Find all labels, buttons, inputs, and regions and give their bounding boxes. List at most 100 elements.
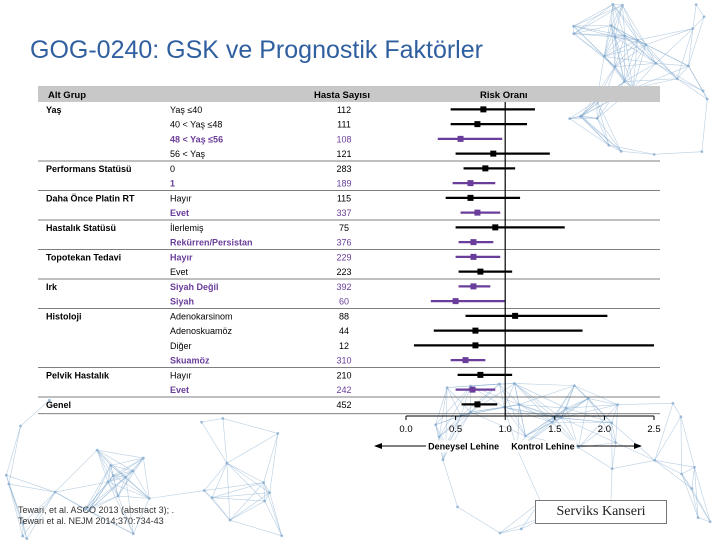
hr-point: [474, 121, 481, 128]
network-line: [96, 449, 119, 497]
network-line: [117, 495, 134, 534]
network-line: [672, 403, 682, 417]
hr-point: [470, 253, 477, 260]
network-node: [441, 458, 445, 462]
network-line: [604, 56, 656, 64]
network-line: [612, 4, 638, 41]
network-line: [504, 407, 526, 437]
network-node: [83, 507, 87, 511]
network-line: [611, 442, 616, 469]
network-node: [694, 3, 698, 7]
network-line: [112, 475, 150, 499]
network-line: [201, 421, 228, 464]
hr-point: [457, 135, 464, 142]
network-line: [499, 501, 541, 534]
network-node: [621, 3, 624, 7]
network-line: [596, 100, 610, 146]
x-axis-left-label: Deneysel Lehine: [428, 442, 499, 452]
network-line: [578, 422, 612, 448]
network-line: [97, 449, 144, 459]
network-node: [262, 481, 266, 484]
network-line: [573, 33, 625, 37]
count-value: 283: [336, 164, 351, 174]
network-line: [603, 56, 625, 82]
network-line: [517, 449, 541, 502]
network-line: [655, 28, 694, 64]
network-line: [596, 100, 622, 152]
network-line: [204, 482, 264, 491]
network-node: [498, 531, 502, 535]
network-line: [201, 418, 223, 423]
subgroup-label: Hayır: [170, 370, 192, 380]
network-line: [107, 465, 112, 483]
subgroup-label: 56 < Yaş: [170, 149, 205, 159]
count-value: 229: [336, 252, 351, 262]
network-line: [26, 491, 56, 539]
network-node: [21, 534, 25, 538]
network-node: [577, 446, 580, 449]
slide-title: GOG-0240: GSK ve Prognostik Faktörler: [30, 36, 483, 64]
count-value: 115: [337, 193, 351, 203]
network-line: [621, 151, 655, 155]
network-line: [691, 467, 695, 489]
reference-1: Tewari, et al. ASCO 2013 (abstract 3); .: [18, 505, 175, 515]
network-node: [519, 527, 523, 531]
x-tick-label: 2.0: [598, 424, 611, 435]
x-tick-label: 0.0: [399, 424, 412, 435]
network-line: [611, 25, 616, 67]
count-value: 121: [336, 149, 351, 159]
x-tick-label: 2.5: [647, 424, 660, 435]
network-node: [705, 97, 709, 101]
network-line: [654, 460, 693, 489]
network-line: [435, 387, 448, 425]
network-line: [269, 433, 279, 493]
group-label: Daha Önce Platin RT: [46, 193, 135, 203]
right-arrow-head: [634, 443, 642, 449]
network-line: [611, 25, 625, 82]
network-line: [263, 482, 266, 502]
network-line: [110, 465, 150, 499]
network-node: [95, 448, 99, 452]
group-label: Pelvik Hastalık: [46, 370, 110, 380]
hr-point: [474, 401, 481, 408]
x-axis-right-label: Kontrol Lehine: [511, 442, 575, 452]
network-line: [222, 418, 228, 464]
count-value: 223: [336, 267, 351, 277]
network-node: [131, 469, 135, 473]
hr-point: [480, 106, 487, 113]
network-line: [107, 481, 134, 534]
network-line: [588, 398, 618, 405]
network-line: [211, 497, 231, 521]
network-node: [611, 3, 615, 6]
network-node: [109, 463, 113, 467]
network-line: [107, 476, 126, 483]
network-node: [221, 417, 225, 420]
subgroup-label: 48 < Yaş ≤56: [170, 134, 223, 144]
network-node: [580, 114, 583, 118]
network-line: [680, 416, 682, 475]
network-line: [264, 500, 283, 536]
count-value: 392: [336, 282, 351, 292]
network-line: [113, 470, 134, 476]
network-line: [8, 483, 56, 493]
network-node: [225, 461, 229, 465]
network-node: [693, 465, 696, 469]
hr-point: [492, 224, 499, 231]
network-line: [654, 151, 702, 155]
network-node: [691, 27, 695, 30]
header-group: Alt Grup: [48, 90, 86, 101]
network-line: [204, 490, 213, 498]
network-line: [442, 459, 458, 508]
network-line: [269, 492, 283, 536]
network-line: [96, 449, 126, 478]
network-node: [636, 38, 639, 42]
network-line: [603, 25, 612, 57]
network-line: [692, 16, 705, 29]
network-line: [149, 490, 205, 499]
network-line: [624, 78, 678, 82]
network-node: [497, 382, 501, 386]
network-line: [110, 465, 114, 476]
network-line: [615, 36, 646, 45]
network-line: [692, 4, 697, 29]
network-node: [200, 420, 203, 424]
